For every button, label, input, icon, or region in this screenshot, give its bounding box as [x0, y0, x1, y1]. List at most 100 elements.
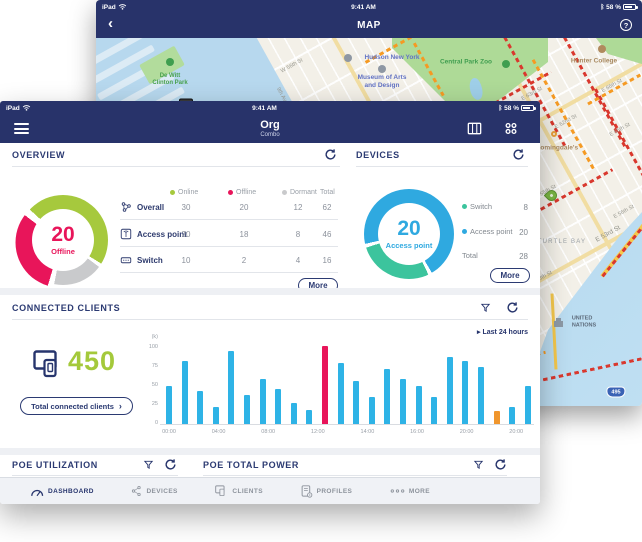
status-right: ᛒ 58 % — [600, 3, 638, 11]
bluetooth-icon: ᛒ — [498, 104, 503, 112]
overview-title: OVERVIEW — [12, 150, 66, 160]
bar — [353, 381, 360, 424]
devices-title: DEVICES — [356, 150, 400, 160]
tab-devices[interactable]: DEVICES — [131, 485, 177, 498]
bar — [509, 406, 516, 424]
tab-more[interactable]: MORE — [390, 485, 430, 498]
map-nav-bar: ‹ MAP ? — [96, 14, 642, 38]
battery-icon — [521, 104, 536, 111]
divider — [12, 319, 528, 320]
bar — [181, 360, 188, 424]
bar — [462, 360, 469, 424]
map-status-bar: iPad 9:41 AM ᛒ 58 % — [96, 0, 642, 14]
cell: 20 — [181, 230, 191, 239]
divider — [120, 272, 338, 273]
map-label: 495 — [606, 386, 626, 398]
filter-icon[interactable] — [480, 302, 491, 314]
bottom-tab-bar: DASHBOARD DEVICES CLIENTS PROFILES MORE — [0, 477, 540, 504]
dashboard-status-bar: iPad 9:41 AM ᛒ 58 % — [0, 101, 540, 115]
time-range-selector[interactable]: ▸ Last 24 hours — [477, 329, 528, 336]
x-tick-label: 00:00 — [162, 429, 176, 435]
divider — [120, 219, 338, 220]
x-axis-labels: 00:00 04:00 08:00 12:00 14:00 16:00 20:00 20:00 — [0, 429, 540, 439]
profiles-icon — [301, 484, 312, 498]
tab-dashboard[interactable]: DASHBOARD — [30, 485, 94, 498]
dashboard-screenshot: iPad 9:41 AM ᛒ 58 % Org Combo OVERVIEW — [0, 101, 540, 504]
access-point-icon — [120, 228, 132, 240]
col-online: Online — [170, 189, 198, 196]
devices-more-button[interactable]: More — [490, 268, 530, 283]
wifi-icon — [118, 4, 126, 10]
total-clients-value: 450 — [68, 346, 117, 376]
clients-devices-icon — [33, 350, 64, 378]
y-tick-label: 25 — [151, 401, 158, 407]
map-label: Hudson New York — [364, 53, 420, 61]
menu-button[interactable] — [14, 123, 29, 134]
x-tick-label: 12:00 — [310, 429, 325, 435]
cell: 18 — [239, 230, 249, 239]
park-icon — [166, 58, 174, 66]
refresh-icon[interactable] — [164, 458, 177, 471]
bar — [290, 402, 297, 424]
bar — [244, 395, 250, 424]
tab-clients[interactable]: CLIENTS — [215, 485, 263, 498]
bar — [259, 379, 266, 424]
zoo-icon — [502, 60, 510, 68]
filter-icon[interactable] — [143, 459, 154, 471]
filter-icon[interactable] — [473, 459, 484, 471]
map-view-button[interactable] — [467, 122, 482, 135]
legend-access-point: Access point — [462, 227, 513, 236]
wifi-icon — [22, 105, 30, 111]
map-label: TURTLE BAY — [537, 239, 587, 245]
refresh-icon[interactable] — [324, 148, 337, 161]
dashboard-nav-bar: Org Combo — [0, 115, 540, 143]
cell: 2 — [241, 256, 247, 265]
battery-icon — [623, 3, 638, 10]
refresh-icon[interactable] — [494, 458, 507, 471]
refresh-icon[interactable] — [512, 148, 525, 161]
y-tick-label: 100 — [148, 344, 158, 350]
map-label: Central Park Zoo — [439, 58, 493, 66]
cell: 20 — [239, 203, 249, 212]
x-axis-line — [160, 424, 534, 425]
refresh-icon[interactable] — [506, 301, 519, 314]
more-icon — [390, 489, 405, 493]
row-switch: Switch — [137, 256, 163, 265]
divider — [120, 246, 338, 247]
cell: 10 — [181, 256, 191, 265]
bar — [478, 367, 484, 424]
legend-total: Total — [462, 251, 478, 260]
grid-view-button[interactable] — [504, 122, 518, 135]
y-axis-unit: (k) — [151, 334, 158, 340]
y-tick-label: 0 — [154, 420, 158, 426]
x-tick-label: 04:00 — [211, 429, 226, 435]
tab-profiles[interactable]: PROFILES — [301, 484, 353, 498]
gauge-icon — [31, 489, 44, 496]
cell: 16 — [322, 256, 332, 265]
bar — [306, 410, 313, 424]
col-dormant: Dormant — [282, 189, 317, 196]
bar — [275, 389, 282, 424]
back-button[interactable]: ‹ — [108, 15, 113, 32]
status-time: 9:41 AM — [351, 3, 376, 11]
cell: 30 — [181, 203, 191, 212]
x-tick-label: 20:00 — [459, 429, 474, 435]
help-button[interactable]: ? — [620, 19, 632, 31]
total-connected-clients-button[interactable]: Total connected clients › — [20, 397, 133, 415]
map-label: Hunter College — [570, 57, 618, 65]
college-icon — [598, 45, 606, 53]
divider — [356, 166, 528, 167]
status-left: iPad — [102, 3, 127, 11]
legend-value: 28 — [519, 252, 528, 261]
divider — [12, 475, 178, 476]
bar — [212, 406, 219, 424]
x-tick-label: 16:00 — [410, 429, 424, 435]
status-time: 9:41 AM — [252, 104, 277, 112]
map-label: De Witt Clinton Park — [152, 73, 188, 86]
map-label: UNITED NATIONS — [571, 315, 597, 328]
overall-icon — [120, 201, 132, 213]
legend-switch: Switch — [462, 202, 492, 211]
hotel-icon — [344, 54, 352, 62]
bar — [415, 386, 422, 424]
